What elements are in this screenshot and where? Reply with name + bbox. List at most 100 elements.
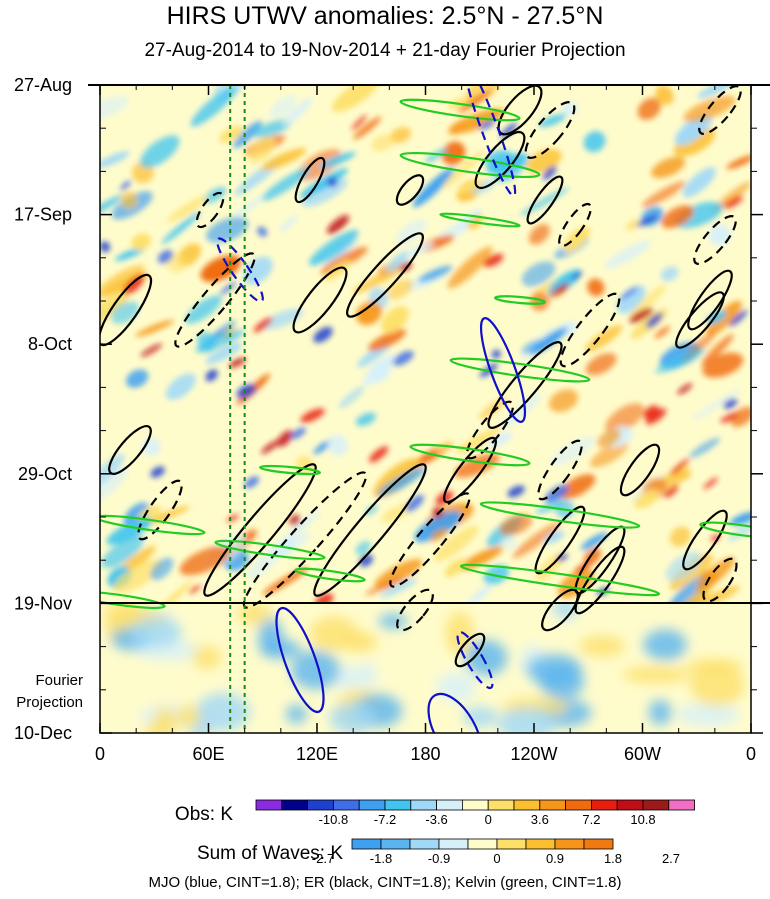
projection-blob [291, 650, 340, 690]
er-contour [574, 545, 626, 615]
obs-anomaly-blob [100, 467, 128, 502]
kelvin-contour [100, 514, 206, 536]
er-contour [292, 266, 348, 334]
obs-anomaly-blob [319, 152, 356, 169]
obs-anomaly-blob [260, 308, 304, 330]
projection-label: Fourier [35, 672, 83, 689]
obs-anomaly-blob [327, 434, 348, 456]
obs-anomaly-blob [605, 403, 645, 434]
y-tick-label: 29-Oct [18, 464, 72, 484]
obs-anomaly-blob [529, 291, 550, 311]
projection-blob [676, 703, 740, 727]
obs-anomaly-blob [654, 325, 671, 339]
obs-anomaly-core [556, 553, 568, 562]
obs-colorbar-swatch [668, 799, 695, 811]
obs-anomaly-blob [166, 195, 209, 223]
waves-colorbar-label: 0 [493, 851, 500, 866]
obs-anomaly-blob [364, 504, 379, 516]
obs-colorbar-swatch [410, 799, 437, 811]
er-contour [346, 232, 424, 318]
obs-anomaly-blob [279, 214, 298, 233]
obs-anomaly-blob [320, 246, 368, 275]
waves-colorbar-swatch [351, 838, 382, 850]
projection-blob [648, 699, 672, 726]
er-contour [537, 439, 583, 501]
obs-anomaly-core [205, 369, 218, 382]
obs-colorbar-swatch [358, 799, 386, 811]
er-contour [702, 557, 738, 603]
obs-anomaly-blob [387, 278, 414, 300]
obs-anomaly-blob [669, 526, 691, 547]
obs-anomaly-core [723, 398, 738, 409]
projection-blobs [103, 603, 745, 733]
er-contour [465, 400, 515, 460]
obs-anomaly-blob [331, 85, 379, 112]
obs-anomaly-core [359, 554, 373, 567]
obs-anomaly-core [188, 584, 201, 594]
obs-anomaly-core [123, 274, 145, 295]
obs-anomaly-core [405, 494, 425, 512]
obs-anomaly-core [244, 476, 260, 489]
waves-colorbar-swatch [380, 838, 411, 850]
projection-blob [355, 662, 378, 688]
y-tick-label: 8-Oct [28, 334, 72, 354]
obs-colorbar-label: 10.8 [630, 812, 655, 827]
kelvin-contour [294, 567, 366, 583]
obs-anomaly-core [710, 534, 721, 542]
projection-blob [309, 616, 359, 652]
obs-anomaly-blob [695, 556, 735, 592]
obs-anomaly-blob [338, 386, 365, 409]
obs-anomaly-blob [433, 525, 479, 562]
obs-anomaly-blob [412, 167, 455, 208]
projection-blob [553, 603, 578, 620]
obs-anomaly-blob [702, 352, 744, 378]
obs-anomaly-core [507, 485, 525, 498]
obs-anomaly-core [219, 281, 237, 295]
obs-anomaly-blob [558, 474, 596, 499]
obs-colorbar-swatch [487, 799, 515, 811]
obs-anomaly-blob [625, 219, 641, 231]
obs-anomaly-blob [563, 226, 591, 253]
obs-colorbar-label: -3.6 [425, 812, 447, 827]
x-tick-label: 120E [296, 744, 338, 764]
obs-anomaly-blob [448, 108, 504, 134]
x-tick-label: 60E [192, 744, 224, 764]
obs-anomaly-core [664, 484, 679, 498]
waves-colorbar-label: 2.7 [662, 851, 680, 866]
obs-colorbar-swatch [255, 799, 283, 811]
obs-anomaly-blob [673, 128, 716, 157]
er-contour [559, 292, 621, 368]
kelvin-contour [259, 464, 321, 476]
obs-anomaly-blob [501, 393, 542, 429]
obs-anomaly-core [669, 458, 690, 476]
er-contour [389, 492, 471, 588]
obs-anomaly-blob [528, 223, 550, 245]
obs-anomaly-blob [701, 334, 734, 366]
obs-anomaly-blob [309, 229, 359, 266]
projection-blob [286, 704, 307, 724]
obs-anomaly-blob [596, 429, 621, 448]
contour-legend: MJO (blue, CINT=1.8); ER (black, CINT=1.… [148, 874, 622, 891]
obs-anomaly-blob [538, 113, 567, 128]
er-contour [526, 175, 564, 225]
obs-anomaly-blob [651, 156, 686, 179]
mjo-contour [216, 237, 264, 303]
er-contour [195, 191, 225, 229]
obs-anomaly-blob [261, 167, 311, 201]
obs-anomaly-blob [353, 116, 382, 140]
obs-anomaly-blob [150, 580, 194, 603]
kelvin-contour [214, 539, 326, 561]
obs-anomaly-blob [261, 148, 307, 171]
obs-anomaly-blob [726, 155, 751, 170]
obs-colorbar-label: 3.6 [531, 812, 549, 827]
obs-anomaly-blob [641, 181, 686, 208]
obs-colorbar-swatch [591, 799, 618, 811]
er-contour [487, 341, 563, 429]
obs-anomaly-blob [248, 135, 276, 163]
er-contour [203, 463, 317, 597]
obs-anomaly-blob [195, 329, 245, 353]
obs-anomaly-core [313, 326, 333, 343]
projection-blob [579, 635, 626, 657]
obs-anomaly-core [720, 412, 739, 423]
obs-anomaly-blob [126, 369, 149, 388]
